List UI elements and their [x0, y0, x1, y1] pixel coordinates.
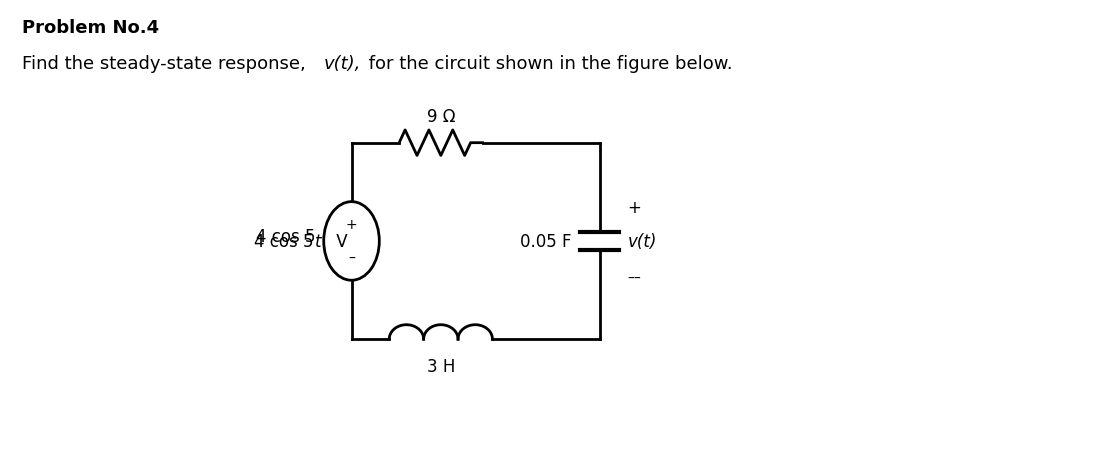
- Text: v(t): v(t): [628, 232, 657, 250]
- Text: –: –: [348, 251, 355, 265]
- Text: Find the steady-state response,: Find the steady-state response,: [22, 55, 312, 73]
- Text: 4 cos 5: 4 cos 5: [254, 232, 314, 250]
- Text: +: +: [346, 218, 358, 232]
- Text: ––: ––: [628, 272, 641, 286]
- Text: V: V: [330, 232, 347, 250]
- Text: v(t),: v(t),: [324, 55, 361, 73]
- Text: 9 Ω: 9 Ω: [426, 108, 455, 126]
- Text: 0.05 F: 0.05 F: [521, 232, 571, 250]
- Ellipse shape: [324, 202, 380, 281]
- Text: +: +: [628, 198, 641, 216]
- Text: Problem No.4: Problem No.4: [22, 19, 160, 37]
- Text: t: t: [315, 232, 321, 250]
- Text: 3 H: 3 H: [427, 357, 455, 375]
- Text: for the circuit shown in the figure below.: for the circuit shown in the figure belo…: [363, 55, 733, 73]
- Text: 4 cos 5: 4 cos 5: [257, 228, 316, 246]
